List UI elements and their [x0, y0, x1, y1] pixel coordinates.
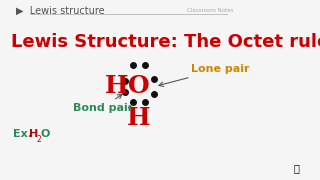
- Text: H: H: [29, 129, 38, 139]
- Text: O: O: [128, 75, 150, 98]
- Text: H: H: [105, 75, 128, 98]
- Text: Ex.: Ex.: [13, 129, 36, 139]
- Text: Classroom Notes: Classroom Notes: [187, 8, 234, 14]
- Text: Lewis Structure: The Octet rule: Lewis Structure: The Octet rule: [11, 33, 320, 51]
- Text: H: H: [127, 106, 151, 130]
- Text: Bond pair: Bond pair: [73, 94, 133, 113]
- Text: 📚: 📚: [293, 163, 299, 173]
- Text: Lone pair: Lone pair: [159, 64, 250, 86]
- Text: 2: 2: [36, 135, 41, 144]
- Text: O: O: [40, 129, 49, 139]
- Text: ▶  Lewis structure: ▶ Lewis structure: [16, 6, 104, 16]
